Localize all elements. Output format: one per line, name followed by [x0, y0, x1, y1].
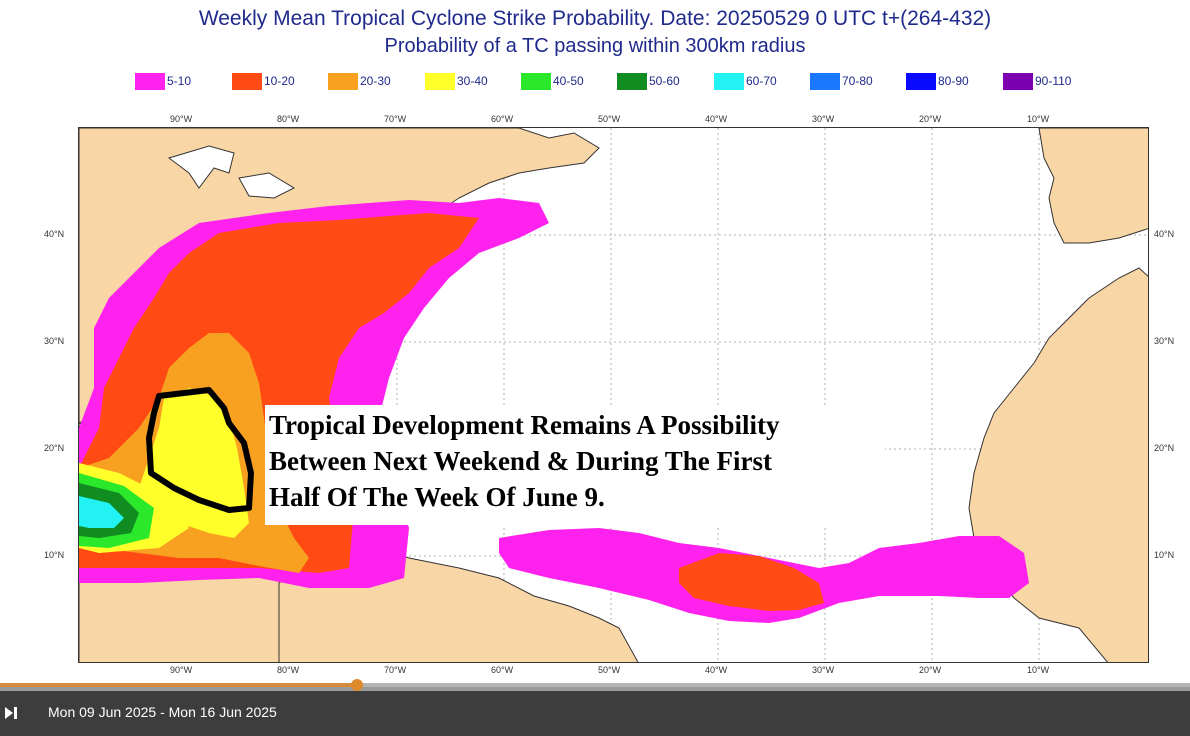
legend-label: 50-60	[649, 74, 680, 88]
legend-label: 40-50	[553, 74, 584, 88]
great-lakes-east	[238, 172, 296, 199]
legend-swatch	[617, 72, 647, 90]
land-africa	[968, 128, 1148, 662]
date-range-label: Mon 09 Jun 2025 - Mon 16 Jun 2025	[48, 704, 277, 720]
lat-label-right: 10°N	[1154, 550, 1175, 560]
lon-label-bottom: 80°W	[277, 665, 300, 675]
legend-label: 70-80	[842, 74, 873, 88]
legend-item: 70-80	[810, 71, 873, 91]
lon-label-bottom: 50°W	[598, 665, 621, 675]
legend-swatch	[906, 72, 936, 90]
legend-swatch	[135, 72, 165, 90]
legend-swatch	[521, 72, 551, 90]
legend-label: 5-10	[167, 74, 192, 88]
legend-item: 90-110	[1003, 71, 1071, 91]
lon-label-top: 70°W	[384, 114, 407, 124]
legend-label: 90-110	[1035, 74, 1072, 88]
legend-swatch	[714, 72, 744, 90]
chart-title: Weekly Mean Tropical Cyclone Strike Prob…	[198, 7, 992, 30]
prob-region-10-20-atlantic	[679, 553, 824, 611]
legend-swatch	[1003, 72, 1033, 90]
probability-legend: 5-10 10-20 20-30 30-40 40-50 50-60 60-70…	[0, 71, 1190, 91]
lon-label-bottom: 40°W	[705, 665, 728, 675]
lon-label-bottom: 30°W	[812, 665, 835, 675]
forecast-annotation: Tropical Development Remains A Possibili…	[265, 405, 885, 525]
legend-label: 60-70	[746, 74, 777, 88]
legend-item: 20-30	[328, 71, 391, 91]
lon-label-bottom: 10°W	[1027, 665, 1050, 675]
legend-swatch	[425, 72, 455, 90]
legend-label: 20-30	[360, 74, 391, 88]
lat-label-left: 40°N	[44, 229, 65, 239]
map-svg	[79, 128, 1148, 662]
legend-swatch	[232, 72, 262, 90]
legend-label: 80-90	[938, 74, 969, 88]
annotation-line2: Between Next Weekend & During The First	[269, 446, 772, 476]
legend-item: 80-90	[906, 71, 969, 91]
lon-label-top: 60°W	[491, 114, 514, 124]
annotation-line1: Tropical Development Remains A Possibili…	[269, 410, 780, 440]
prob-region-60-70	[79, 496, 124, 528]
timeline-progress	[0, 683, 357, 687]
legend-swatch	[810, 72, 840, 90]
legend-item: 10-20	[232, 71, 295, 91]
lat-label-right: 30°N	[1154, 336, 1175, 346]
lon-label-bottom: 60°W	[491, 665, 514, 675]
lat-label-left: 10°N	[44, 550, 65, 560]
legend-item: 30-40	[425, 71, 488, 91]
legend-swatch	[328, 72, 358, 90]
legend-item: 60-70	[714, 71, 777, 91]
strike-probability-map	[78, 127, 1149, 663]
timeline-slider[interactable]	[0, 679, 1190, 691]
legend-item: 40-50	[521, 71, 584, 91]
annotation-line3: Half Of The Week Of June 9.	[269, 482, 605, 512]
lon-label-bottom: 90°W	[170, 665, 193, 675]
lon-label-top: 10°W	[1027, 114, 1050, 124]
lon-label-top: 50°W	[598, 114, 621, 124]
lon-label-top: 90°W	[170, 114, 193, 124]
lat-label-left: 30°N	[44, 336, 65, 346]
great-lakes	[167, 145, 235, 189]
lakes	[167, 145, 296, 199]
timeline-knob[interactable]	[351, 679, 363, 691]
lat-label-right: 40°N	[1154, 229, 1175, 239]
lat-label-right: 20°N	[1154, 443, 1175, 453]
legend-label: 10-20	[264, 74, 295, 88]
highlight-circle	[146, 387, 254, 513]
lon-label-top: 80°W	[277, 114, 300, 124]
legend-label: 30-40	[457, 74, 488, 88]
lon-label-top: 30°W	[812, 114, 835, 124]
lat-label-left: 20°N	[44, 443, 65, 453]
player-control-bar: Mon 09 Jun 2025 - Mon 16 Jun 2025	[0, 691, 1190, 736]
play-pause-icon[interactable]	[3, 705, 19, 721]
lon-label-bottom: 20°W	[919, 665, 942, 675]
lon-label-top: 40°W	[705, 114, 728, 124]
lon-label-top: 20°W	[919, 114, 942, 124]
probability-shading	[79, 198, 1029, 623]
legend-item: 5-10	[135, 71, 191, 91]
lon-label-bottom: 70°W	[384, 665, 407, 675]
chart-subtitle: Probability of a TC passing within 300km…	[384, 35, 806, 57]
legend-item: 50-60	[617, 71, 680, 91]
timeline-track	[0, 683, 1190, 687]
